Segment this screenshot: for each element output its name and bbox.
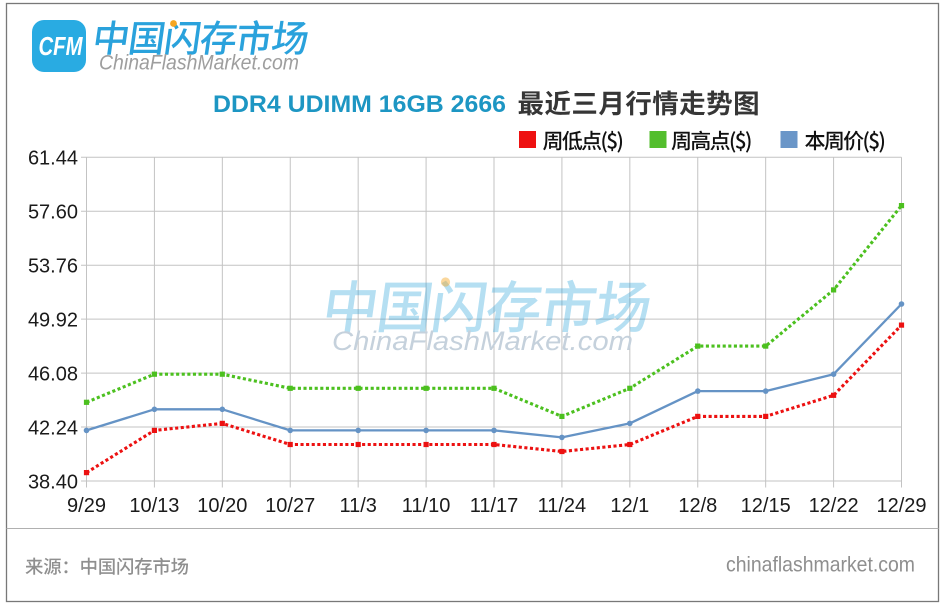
svg-text:61.44: 61.44 <box>28 148 78 170</box>
svg-text:12/22: 12/22 <box>809 495 859 517</box>
svg-text:46.08: 46.08 <box>28 363 78 385</box>
svg-text:ChinaFlashMarket.com: ChinaFlashMarket.com <box>332 326 633 356</box>
svg-text:ChinaFlashMarket.com: ChinaFlashMarket.com <box>99 52 299 75</box>
svg-text:42.24: 42.24 <box>28 417 78 439</box>
svg-text:9/29: 9/29 <box>67 495 106 517</box>
svg-text:12/15: 12/15 <box>741 495 791 517</box>
svg-text:CFM: CFM <box>39 31 84 61</box>
svg-text:11/17: 11/17 <box>470 495 519 517</box>
svg-text:12/8: 12/8 <box>678 495 717 517</box>
svg-text:10/13: 10/13 <box>129 495 179 517</box>
svg-text:DDR4 UDIMM 16GB 2666: DDR4 UDIMM 16GB 2666 <box>213 91 506 118</box>
svg-text:49.92: 49.92 <box>28 309 78 331</box>
svg-text:11/10: 11/10 <box>402 495 451 517</box>
svg-text:chinaflashmarket.com: chinaflashmarket.com <box>726 554 915 577</box>
svg-text:11/24: 11/24 <box>538 495 587 517</box>
svg-text:10/20: 10/20 <box>197 495 247 517</box>
svg-text:10/27: 10/27 <box>265 495 315 517</box>
svg-text:11/3: 11/3 <box>339 495 376 517</box>
svg-text:53.76: 53.76 <box>28 256 78 278</box>
svg-text:12/1: 12/1 <box>610 495 649 517</box>
svg-text:12/29: 12/29 <box>876 495 926 517</box>
svg-text:38.40: 38.40 <box>28 471 78 493</box>
svg-text:57.60: 57.60 <box>28 202 78 224</box>
